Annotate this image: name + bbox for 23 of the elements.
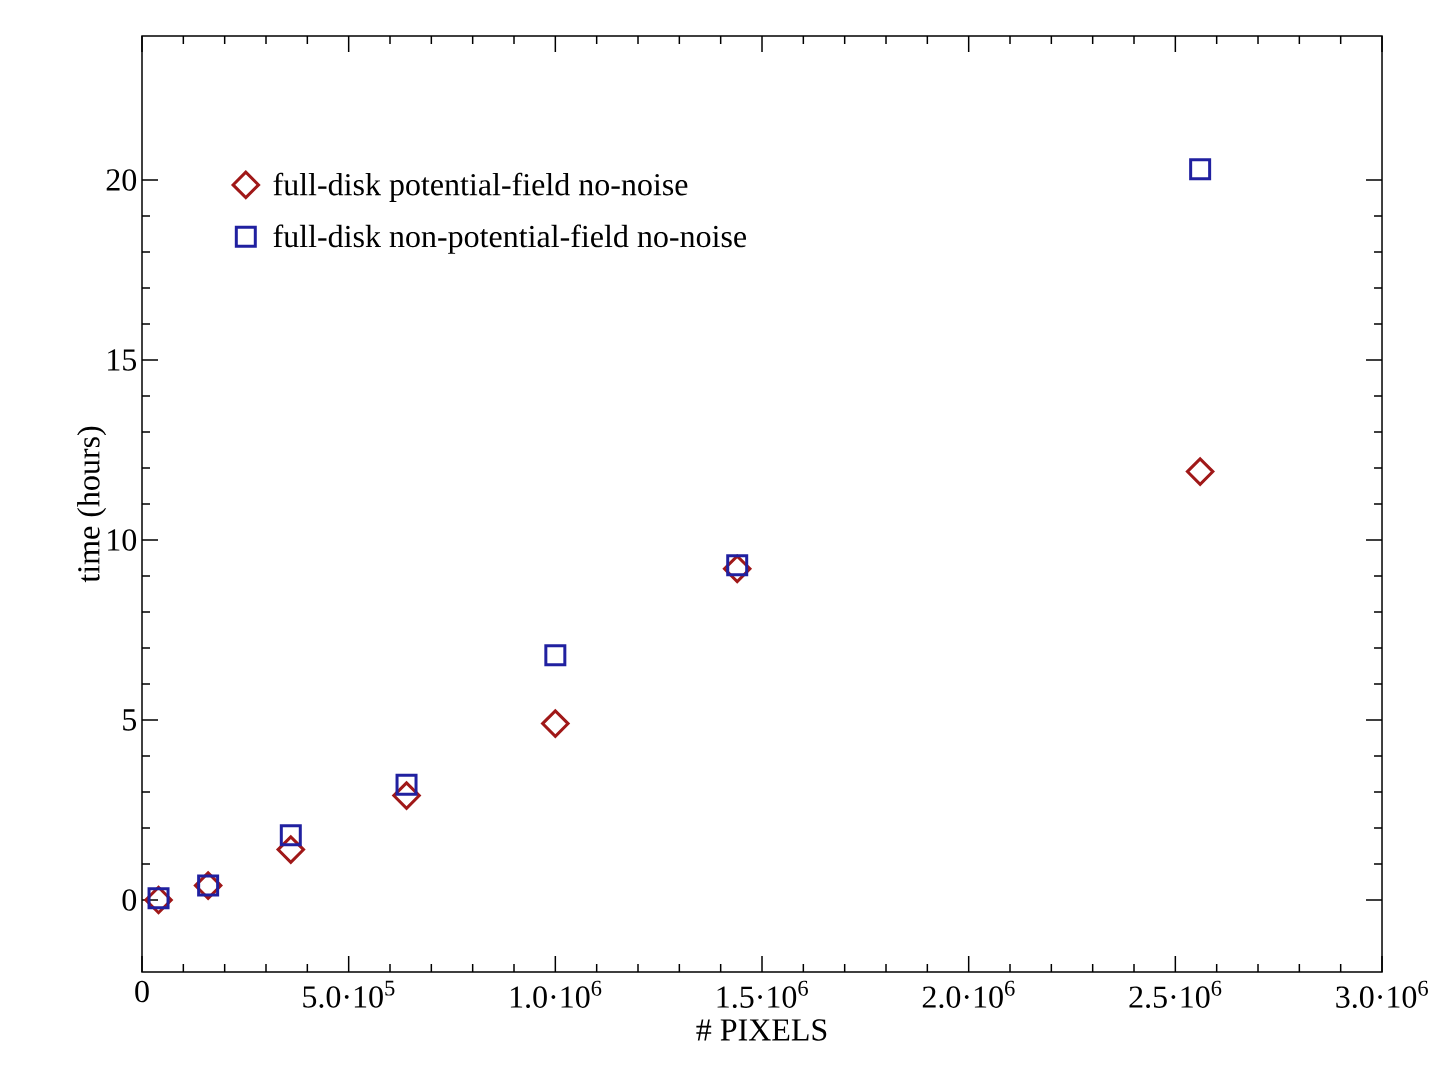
point xyxy=(541,709,570,738)
y-tick-label: 15 xyxy=(108,349,137,371)
x-tick-label: 5.0·10$^{5}$ xyxy=(303,980,395,1008)
y-tick-label: 10 xyxy=(108,529,137,551)
point xyxy=(147,887,170,910)
point xyxy=(1185,457,1215,486)
x-axis-title: # PIXELS xyxy=(696,1019,827,1041)
x-tick-label: 2.0·10$^{6}$ xyxy=(922,980,1015,1009)
point xyxy=(1189,158,1212,181)
x-tick-label: 1.0·10$^{6}$ xyxy=(510,980,602,1009)
x-tick-label: 1.5·10$^{6}$ xyxy=(717,980,808,1009)
point xyxy=(395,773,418,796)
y-axis-title: time (hours) xyxy=(77,426,107,583)
legend-label: full-disk non-potential-field no-noise xyxy=(273,224,747,254)
point xyxy=(726,554,749,577)
y-tick-label: 20 xyxy=(106,169,137,191)
point xyxy=(544,644,567,667)
y-tick-label: 0 xyxy=(122,889,137,911)
legend-label: full-disk potential-field no-noise xyxy=(273,172,688,202)
x-tick-label: 3.0·10$^{6}$ xyxy=(1336,980,1428,1009)
x-tick-label: 2.5·10$^{6}$ xyxy=(1129,980,1222,1009)
y-tick-label: 5 xyxy=(123,709,137,731)
point xyxy=(279,824,302,847)
